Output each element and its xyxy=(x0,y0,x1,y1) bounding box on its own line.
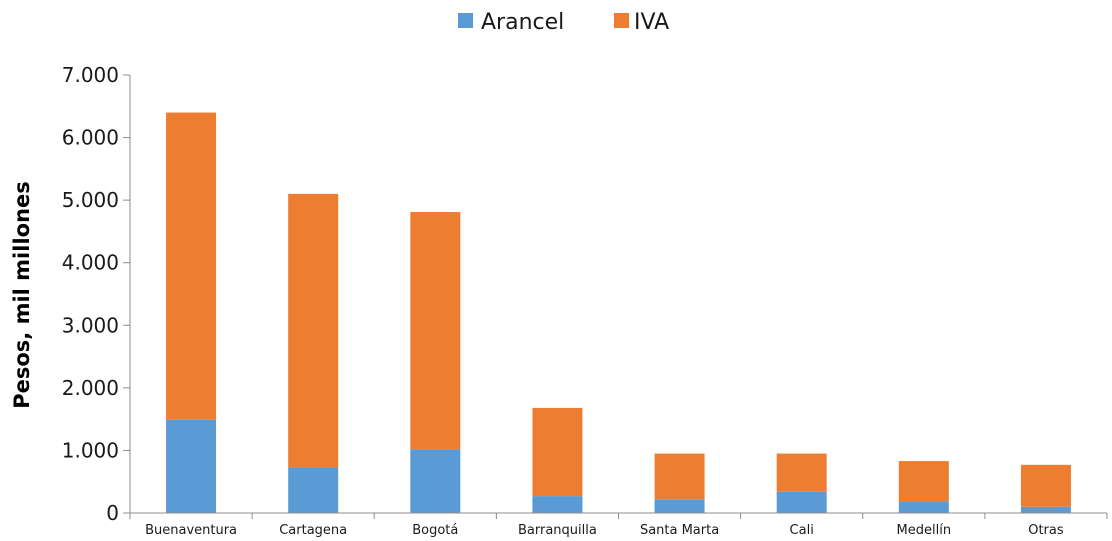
bar-iva-segment xyxy=(410,212,461,450)
y-tick-label: 3.000 xyxy=(62,313,119,337)
y-tick-label: 5.000 xyxy=(62,188,119,212)
x-category-label: Medellín xyxy=(897,523,952,538)
bar-arancel-segment xyxy=(898,501,949,513)
bar-iva-segment xyxy=(654,453,705,500)
x-axis: Buenaventura Cartagena Bogotá Barranquilla S… xyxy=(129,512,1108,538)
bar-arancel-segment xyxy=(532,496,583,513)
y-axis: 0 1.000 2.000 3.000 4.000 5.000 6.000 7.000 xyxy=(62,63,131,525)
bar-arancel-segment xyxy=(654,499,705,513)
legend: Arancel IVA xyxy=(458,10,669,35)
x-category-label: Buenaventura xyxy=(145,523,237,538)
bar-arancel-segment xyxy=(410,449,461,513)
x-category-label: Bogotá xyxy=(412,523,458,538)
y-axis-title: Pesos, mil millones xyxy=(10,181,34,409)
y-tick-label: 4.000 xyxy=(62,251,119,275)
bar-iva-segment xyxy=(166,112,217,420)
bar-iva-segment xyxy=(898,461,949,502)
x-category-label: Cali xyxy=(790,523,814,538)
bar-iva-segment xyxy=(1020,464,1071,507)
bar-iva-segment xyxy=(532,407,583,497)
y-tick-label: 1.000 xyxy=(62,438,119,462)
y-tick-label: 6.000 xyxy=(62,126,119,150)
y-tick-label: 0 xyxy=(106,501,119,525)
legend-swatch-arancel xyxy=(458,13,473,28)
x-category-label: Otras xyxy=(1028,523,1064,538)
x-category-label: Cartagena xyxy=(279,523,347,538)
legend-label-iva: IVA xyxy=(634,10,669,35)
x-category-label: Santa Marta xyxy=(640,523,719,538)
legend-swatch-iva xyxy=(614,13,629,28)
y-axis-title-group: Pesos, mil millones xyxy=(10,181,34,409)
y-tick-label: 2.000 xyxy=(62,376,119,400)
y-tick-label: 7.000 xyxy=(62,63,119,87)
x-category-label: Barranquilla xyxy=(518,523,597,538)
bar-arancel-segment xyxy=(166,419,217,513)
bar-arancel-segment xyxy=(776,491,827,513)
bar-arancel-segment xyxy=(1020,506,1071,513)
bar-iva-segment xyxy=(288,193,339,468)
bar-iva-segment xyxy=(776,453,827,492)
bars xyxy=(166,112,1071,513)
legend-label-arancel: Arancel xyxy=(481,10,564,35)
bar-arancel-segment xyxy=(288,467,339,513)
